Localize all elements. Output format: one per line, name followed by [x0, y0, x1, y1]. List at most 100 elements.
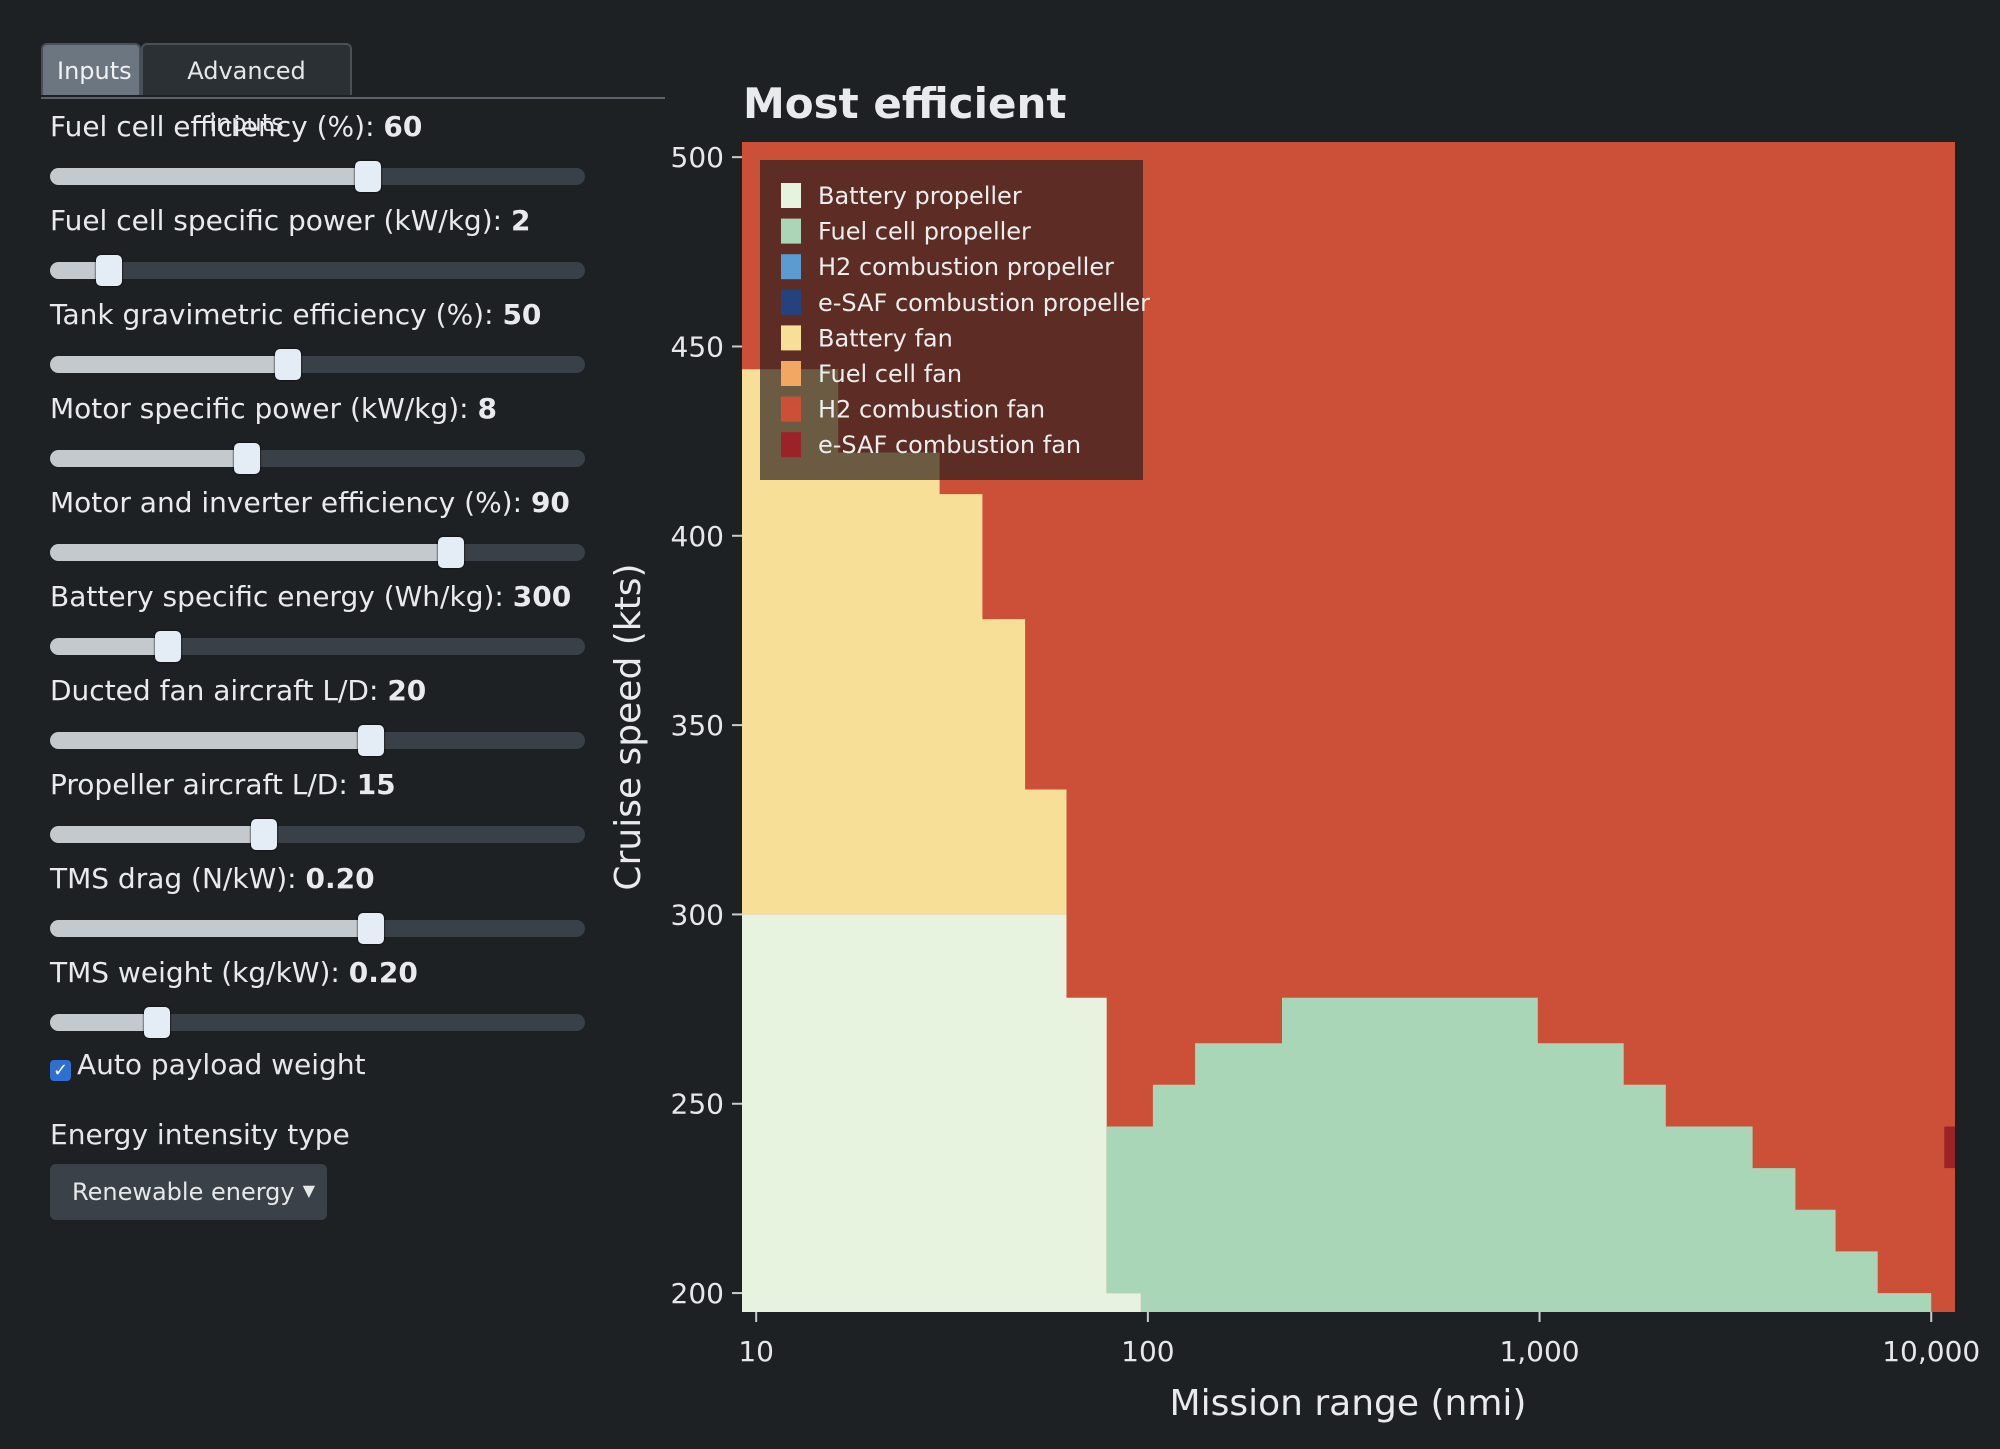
axes: 10 100 1,000 10,000 200 250 300 350 400 450 500	[671, 141, 1981, 1368]
legend-swatch	[781, 396, 801, 422]
y-tick-label: 350	[671, 709, 724, 742]
legend-entry-label: e-SAF combustion fan	[818, 431, 1081, 459]
slider-fill	[50, 920, 371, 937]
slider-track[interactable]	[50, 1007, 585, 1038]
slider-value: 0.20	[348, 956, 418, 989]
slider-value: 0.20	[305, 862, 375, 895]
auto-payload-checkbox[interactable]: ✓	[50, 1060, 71, 1081]
slider-value: 20	[387, 674, 427, 707]
slider-track[interactable]	[50, 631, 585, 662]
slider-value: 50	[502, 298, 542, 331]
tab-bar: Inputs Advanced inputs	[41, 43, 665, 137]
legend-box	[760, 160, 1143, 480]
slider-label: Tank gravimetric efficiency (%): 50	[50, 298, 542, 331]
slider-label: Motor and inverter efficiency (%): 90	[50, 486, 570, 519]
region-fuel-cell-propeller	[1106, 997, 1932, 1312]
energy-intensity-label: Energy intensity type	[50, 1118, 350, 1151]
slider-label: TMS drag (N/kW): 0.20	[50, 862, 375, 895]
legend-swatch	[781, 254, 801, 280]
legend-swatch	[781, 289, 801, 315]
slider-fill	[50, 638, 168, 655]
legend-entry-label: Battery fan	[818, 324, 953, 352]
slider-track[interactable]	[50, 537, 585, 568]
y-tick-label: 450	[671, 330, 724, 363]
slider-track[interactable]	[50, 443, 585, 474]
slider-track[interactable]	[50, 819, 585, 850]
slider-battery-specific-energy: Battery specific energy (Wh/kg): 300	[50, 580, 585, 662]
legend-entry-label: Fuel cell fan	[818, 360, 962, 388]
y-axis-label: Cruise speed (kts)	[608, 563, 649, 890]
slider-label: Propeller aircraft L/D: 15	[50, 768, 396, 801]
slider-value: 2	[510, 204, 531, 237]
slider-track[interactable]	[50, 725, 585, 756]
legend-swatch	[781, 432, 801, 458]
legend-entry-label: Fuel cell propeller	[818, 218, 1031, 246]
slider-tms-weight: TMS weight (kg/kW): 0.20	[50, 956, 585, 1038]
slider-value: 15	[356, 768, 396, 801]
slider-fill	[50, 826, 264, 843]
slider-thumb[interactable]	[275, 349, 302, 380]
auto-payload-row: ✓ Auto payload weight	[50, 1048, 366, 1082]
slider-thumb[interactable]	[95, 255, 122, 286]
slider-track[interactable]	[50, 349, 585, 380]
y-tick-label: 300	[671, 898, 724, 931]
slider-value: 300	[512, 580, 572, 613]
slider-track[interactable]	[50, 913, 585, 944]
slider-label: Ducted fan aircraft L/D: 20	[50, 674, 427, 707]
slider-thumb[interactable]	[358, 913, 384, 944]
slider-label: TMS weight (kg/kW): 0.20	[50, 956, 418, 989]
slider-tank-gravimetric-efficiency: Tank gravimetric efficiency (%): 50	[50, 298, 585, 380]
slider-fill	[50, 1014, 157, 1031]
slider-track[interactable]	[50, 255, 585, 286]
region-battery-fan	[742, 369, 1067, 915]
slider-track[interactable]	[50, 161, 585, 192]
slider-thumb[interactable]	[154, 631, 181, 662]
y-tick-label: 500	[671, 141, 724, 174]
slider-thumb[interactable]	[251, 819, 277, 850]
slider-fill	[50, 450, 247, 467]
slider-fuel-cell-efficiency: Fuel cell efficiency (%): 60	[50, 110, 585, 192]
slider-value: 60	[383, 110, 423, 143]
legend-entry-label: Battery propeller	[818, 182, 1022, 210]
chevron-down-icon: ▼	[302, 1181, 315, 1200]
slider-thumb[interactable]	[355, 161, 382, 192]
region-e-saf-combustion-fan	[1944, 1126, 1955, 1169]
slider-thumb[interactable]	[358, 725, 384, 756]
energy-intensity-value: Renewable energy	[72, 1178, 295, 1206]
chart-title: Most efficient	[743, 79, 1066, 128]
slider-fill	[50, 732, 371, 749]
y-tick-label: 400	[671, 520, 724, 553]
legend: Battery propeller Fuel cell propeller H2 c…	[760, 160, 1150, 480]
slider-fill	[50, 262, 109, 279]
slider-thumb[interactable]	[233, 443, 260, 474]
slider-propeller-ld: Propeller aircraft L/D: 15	[50, 768, 585, 850]
plot-area[interactable]	[742, 142, 1955, 1312]
slider-value: 8	[477, 392, 497, 425]
legend-swatch	[781, 218, 801, 244]
x-tick-label: 10,000	[1882, 1335, 1980, 1368]
tab-inputs[interactable]: Inputs	[41, 43, 141, 95]
slider-thumb[interactable]	[438, 537, 465, 568]
slider-label: Fuel cell specific power (kW/kg): 2	[50, 204, 531, 237]
slider-tms-drag: TMS drag (N/kW): 0.20	[50, 862, 585, 944]
slider-ducted-fan-ld: Ducted fan aircraft L/D: 20	[50, 674, 585, 756]
x-axis-label: Mission range (nmi)	[1170, 1383, 1527, 1424]
energy-intensity-select[interactable]: Renewable energy ▼	[50, 1164, 327, 1220]
x-tick-label: 100	[1121, 1335, 1174, 1368]
y-tick-label: 200	[671, 1277, 724, 1310]
slider-label: Motor specific power (kW/kg): 8	[50, 392, 497, 425]
slider-label: Fuel cell efficiency (%): 60	[50, 110, 423, 143]
slider-fill	[50, 544, 452, 561]
x-tick-label: 1,000	[1499, 1335, 1579, 1368]
slider-thumb[interactable]	[144, 1007, 170, 1038]
slider-fill	[50, 356, 289, 373]
legend-entry-label: e-SAF combustion propeller	[818, 289, 1150, 317]
slider-label: Battery specific energy (Wh/kg): 300	[50, 580, 572, 613]
slider-motor-inverter-efficiency: Motor and inverter efficiency (%): 90	[50, 486, 585, 568]
legend-entry-label: H2 combustion propeller	[818, 253, 1114, 281]
tab-advanced-inputs[interactable]: Advanced inputs	[141, 43, 352, 137]
slider-fuel-cell-specific-power: Fuel cell specific power (kW/kg): 2	[50, 204, 585, 286]
auto-payload-label: Auto payload weight	[77, 1048, 366, 1081]
legend-swatch	[781, 183, 801, 208]
